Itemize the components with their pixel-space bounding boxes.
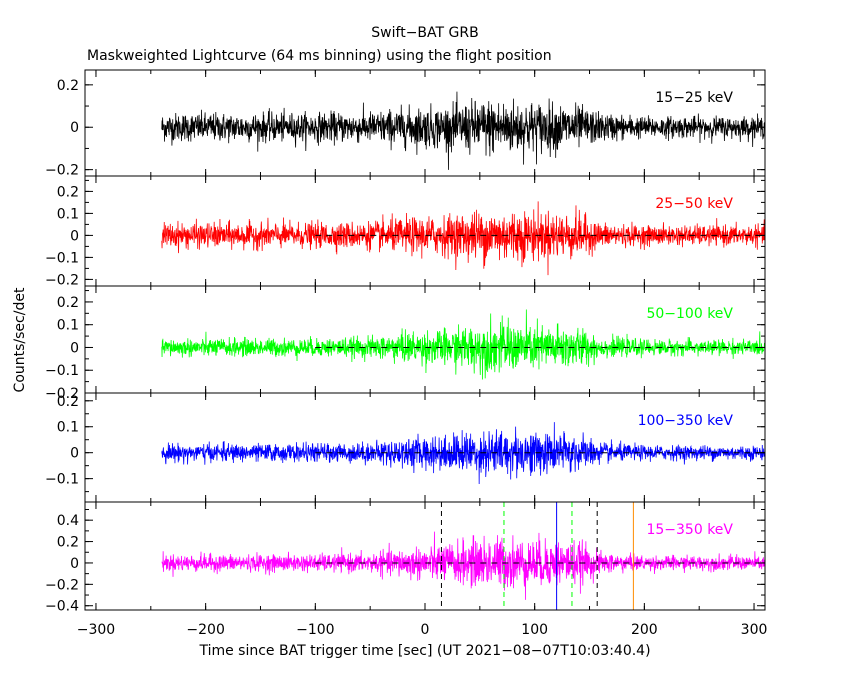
- y-tick-label: 0.1: [57, 420, 79, 436]
- y-tick-label: 0.1: [57, 206, 79, 222]
- y-axis-label: Counts/sec/det: [12, 287, 28, 392]
- series-label-1: 15−25 keV: [655, 90, 733, 106]
- series-line-2: [161, 201, 765, 276]
- y-tick-label: −0.2: [45, 163, 79, 179]
- panel-2: −0.2 −0.1 0 0.1 0.2 25−50 keV: [45, 175, 766, 288]
- y-tick-label: 0: [70, 228, 79, 244]
- series-line-1: [161, 91, 765, 170]
- panel-3: −0.2 −0.1 0 0.1 0.2 50−100 keV: [45, 285, 766, 402]
- y-tick-label: 0.1: [57, 318, 79, 334]
- y-tick-label: −0.1: [45, 472, 79, 488]
- x-axis: −300 −200 −100 0 100 200 300: [77, 622, 768, 638]
- y-tick-label: −0.2: [45, 272, 79, 288]
- x-tick-label: 200: [631, 622, 658, 638]
- panel-5: −0.4 −0.2 0 0.2 0.4 15−350 keV: [45, 501, 766, 615]
- x-tick-label: 0: [421, 622, 430, 638]
- panel-1: −0.2 0 0.2 15−25 keV: [45, 69, 766, 179]
- y-tick-label: 0: [70, 446, 79, 462]
- chart-title: Swift−BAT GRB: [371, 25, 478, 41]
- series-label-3: 50−100 keV: [646, 306, 733, 322]
- y-tick-label: −0.2: [45, 577, 79, 593]
- y-tick-label: 0.2: [57, 295, 79, 311]
- y-tick-label: −0.4: [45, 599, 79, 615]
- y-tick-label: −0.2: [45, 386, 79, 402]
- y-tick-label: 0: [70, 340, 79, 356]
- x-tick-label: −100: [296, 622, 334, 638]
- series-line-5: [161, 531, 765, 600]
- series-line-3: [161, 309, 765, 380]
- y-tick-label: 0: [70, 120, 79, 136]
- x-tick-label: −200: [186, 622, 224, 638]
- series-line-4: [161, 422, 765, 485]
- y-tick-label: 0.2: [57, 535, 79, 551]
- x-axis-label: Time since BAT trigger time [sec] (UT 20…: [198, 643, 650, 659]
- series-label-4: 100−350 keV: [638, 413, 734, 429]
- y-tick-label: −0.1: [45, 250, 79, 266]
- x-tick-label: 300: [741, 622, 768, 638]
- series-label-5: 15−350 keV: [646, 522, 733, 538]
- x-tick-label: −300: [77, 622, 115, 638]
- y-tick-label: 0: [70, 556, 79, 572]
- y-tick-label: 0.2: [57, 184, 79, 200]
- panel-group: −0.2 0 0.2 15−25 keV −0.2 −0.1 0 0.1 0.2 25−50 ke…: [45, 69, 766, 615]
- y-tick-label: 0.2: [57, 394, 79, 410]
- x-tick-label: 100: [521, 622, 548, 638]
- y-tick-label: −0.1: [45, 363, 79, 379]
- y-tick-label: 0.2: [57, 78, 79, 94]
- panel-4: −0.1 0 0.1 0.2 100−350 keV: [45, 392, 766, 503]
- chart-subtitle: Maskweighted Lightcurve (64 ms binning) …: [87, 48, 552, 64]
- y-tick-label: 0.4: [57, 513, 79, 529]
- series-label-2: 25−50 keV: [655, 196, 733, 212]
